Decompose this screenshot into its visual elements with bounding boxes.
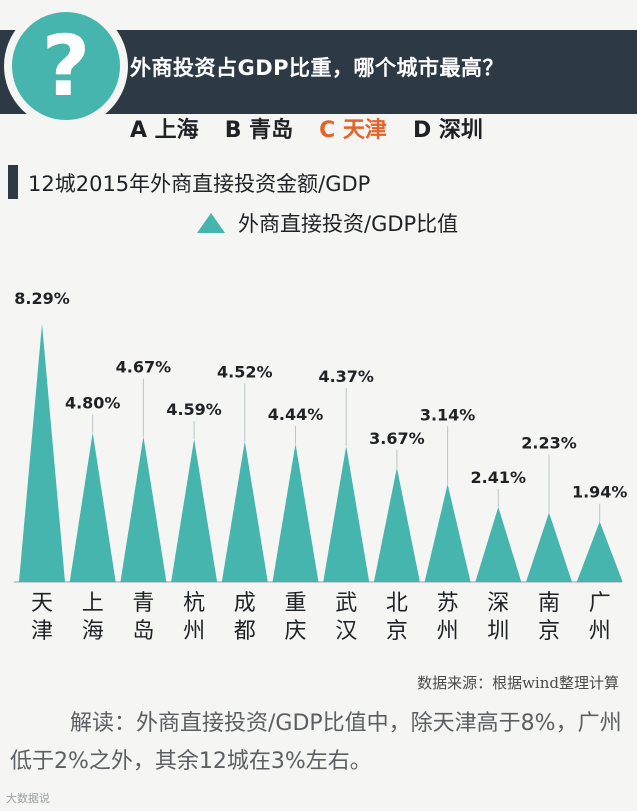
- category-label: 圳: [487, 619, 509, 644]
- category-label: 州: [589, 619, 611, 644]
- option-d[interactable]: D 深圳: [412, 118, 483, 143]
- category-label: 庆: [284, 619, 306, 644]
- bar-triangle: [69, 432, 116, 582]
- category-label: 南: [538, 591, 560, 616]
- data-label: 4.80%: [65, 394, 121, 413]
- category-label: 成: [234, 591, 256, 616]
- category-label: 天: [31, 591, 53, 616]
- category-label: 杭: [183, 591, 205, 616]
- interpretation-text: 解读：外商直接投资/GDP比值中，除天津高于8%，广州低于2%之外，其余12城在…: [10, 711, 622, 774]
- category-label: 武: [335, 591, 357, 616]
- category-label: 京: [386, 619, 408, 644]
- bar-triangle: [221, 441, 268, 582]
- option-c[interactable]: C 天津: [319, 118, 387, 143]
- question-mark-icon: ?: [4, 4, 128, 128]
- data-label: 8.29%: [14, 289, 70, 308]
- quiz-question: 外商投资占GDP比重，哪个城市最高？: [130, 56, 505, 80]
- category-label: 津: [31, 619, 53, 644]
- bar-triangle: [526, 512, 572, 582]
- bar-triangle: [373, 467, 420, 582]
- bar-triangle: [475, 506, 522, 582]
- bar-chart: 8.29%天津4.80%上海4.67%青岛4.59%杭州4.52%成都4.44%…: [14, 289, 628, 644]
- data-label: 2.41%: [471, 468, 527, 487]
- bar-triangle: [576, 521, 623, 582]
- category-label: 重: [284, 591, 306, 616]
- category-label: 都: [234, 619, 256, 644]
- legend-label: 外商直接投资/GDP比值: [238, 212, 459, 236]
- category-label: 岛: [132, 619, 154, 644]
- bar-triangle: [120, 436, 167, 582]
- bar-triangle: [424, 484, 471, 582]
- watermark: 大数据说: [6, 792, 50, 805]
- subtitle-accent-bar: [8, 165, 18, 199]
- chart-legend: 外商直接投资/GDP比值: [196, 208, 458, 238]
- chart-title: 12城2015年外商直接投资金额/GDP: [28, 172, 371, 196]
- data-label: 2.23%: [521, 434, 577, 453]
- data-label: 4.44%: [268, 405, 324, 424]
- data-label: 4.52%: [217, 362, 273, 381]
- bar-triangle: [171, 439, 218, 582]
- option-b[interactable]: B 青岛: [224, 118, 294, 143]
- category-label: 京: [538, 619, 560, 644]
- data-label: 4.59%: [166, 400, 222, 419]
- data-label: 4.67%: [116, 358, 172, 377]
- category-label: 青: [132, 591, 154, 616]
- category-label: 北: [386, 591, 408, 616]
- data-label: 3.67%: [369, 429, 425, 448]
- question-mark-glyph: ?: [41, 17, 91, 115]
- category-label: 上: [82, 591, 104, 616]
- category-label: 州: [183, 619, 205, 644]
- category-label: 深: [487, 591, 509, 616]
- category-label: 海: [82, 619, 104, 644]
- category-label: 州: [437, 619, 459, 644]
- data-label: 1.94%: [572, 483, 628, 502]
- category-label: 汉: [335, 619, 357, 644]
- category-label: 苏: [437, 591, 459, 616]
- data-label: 4.37%: [318, 367, 374, 386]
- quiz-options: A 上海 B 青岛 C 天津 D 深圳: [130, 112, 483, 143]
- data-label: 3.14%: [420, 405, 476, 424]
- data-source: 数据来源：根据wind整理计算: [417, 674, 619, 692]
- bar-triangle: [272, 443, 319, 582]
- bar-triangle: [323, 445, 370, 582]
- legend-triangle-icon: [197, 213, 225, 233]
- category-label: 广: [589, 591, 611, 616]
- interpretation-note: 解读：外商直接投资/GDP比值中，除天津高于8%，广州低于2%之外，其余12城在…: [10, 705, 630, 781]
- bar-triangle: [19, 324, 65, 582]
- option-a[interactable]: A 上海: [130, 118, 199, 143]
